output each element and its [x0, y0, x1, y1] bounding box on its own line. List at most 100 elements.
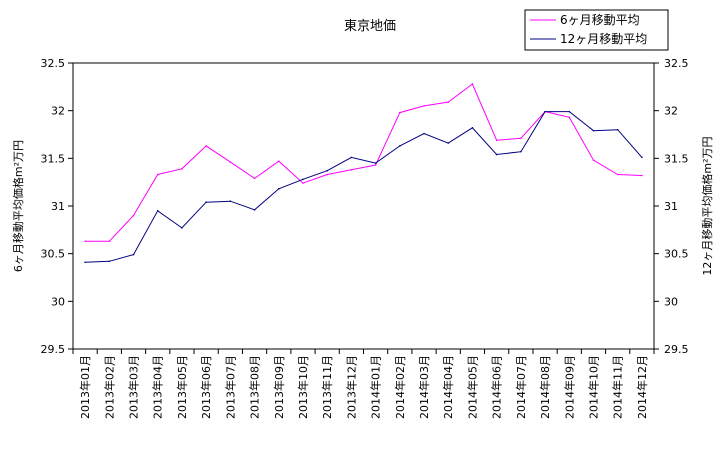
data-point-series-0: [253, 177, 256, 180]
chart-title: 東京地価: [344, 18, 396, 34]
y-axis-right-title: 12ヶ月移動平均価格m²万円: [700, 136, 714, 275]
series-lines: [84, 83, 643, 264]
data-point-series-1: [277, 188, 280, 190]
data-point-series-0: [205, 145, 207, 147]
x-tick-label: 2013年10月: [296, 355, 310, 419]
y-tick-label-left: 29.5: [41, 343, 66, 356]
data-point-series-0: [592, 159, 595, 162]
data-point-series-1: [520, 150, 522, 153]
data-point-series-1: [374, 162, 377, 164]
y-tick-label-right: 29.5: [664, 343, 689, 356]
data-point-series-0: [326, 173, 328, 176]
data-point-series-1: [447, 142, 450, 144]
x-tick-label: 2014年05月: [465, 355, 479, 419]
data-point-series-1: [350, 156, 353, 159]
data-point-series-0: [108, 240, 111, 243]
data-point-series-1: [108, 260, 111, 263]
legend-box: [524, 9, 669, 51]
data-point-series-1: [84, 261, 86, 264]
y-tick-label-right: 32: [664, 105, 678, 118]
series-line-0: [85, 83, 642, 242]
data-point-series-1: [302, 178, 304, 181]
data-point-series-1: [205, 201, 207, 203]
x-tick-label: 2014年03月: [417, 355, 431, 419]
y-tick-label-right: 30.5: [664, 248, 689, 261]
x-tick-label: 2014年02月: [393, 355, 407, 419]
data-point-series-1: [229, 200, 232, 203]
plot-area: [72, 62, 655, 350]
data-point-series-1: [181, 227, 183, 229]
data-point-series-0: [374, 164, 377, 166]
data-point-series-0: [616, 173, 619, 176]
data-point-series-1: [156, 209, 159, 212]
data-point-series-1: [399, 145, 401, 147]
x-tick-label: 2014年08月: [538, 355, 552, 419]
data-point-series-1: [641, 156, 643, 159]
x-tick-label: 2013年04月: [151, 355, 165, 419]
data-point-series-1: [592, 129, 595, 132]
x-tick-label: 2013年07月: [223, 355, 237, 419]
data-point-series-0: [132, 214, 135, 217]
legend-label-12-month: 12ヶ月移動平均: [560, 32, 647, 46]
data-point-series-1: [326, 169, 328, 172]
x-tick-label: 2014年01月: [369, 355, 383, 419]
x-tick-label: 2014年04月: [441, 355, 455, 419]
data-point-series-1: [423, 132, 425, 135]
y-tick-label-left: 32: [51, 105, 65, 118]
x-axis: 2013年01月 2013年02月 2013年03月 2013年04月 2013年05月…: [72, 349, 655, 419]
data-point-series-1: [568, 110, 571, 113]
data-point-series-1: [495, 153, 498, 156]
data-point-series-0: [520, 137, 522, 140]
x-tick-label: 2014年11月: [611, 355, 625, 419]
x-tick-label: 2014年12月: [635, 355, 649, 419]
data-point-series-1: [616, 128, 619, 131]
y-tick-label-right: 31.5: [664, 152, 689, 165]
x-tick-label: 2013年03月: [127, 355, 141, 419]
data-point-series-0: [302, 182, 304, 184]
data-point-series-0: [641, 174, 643, 177]
y-tick-label-right: 30: [664, 295, 678, 308]
series-line-1: [85, 111, 643, 263]
y-axis-right: 29.5 30 30.5 31 31.5 32 32.5: [654, 57, 689, 356]
data-point-series-0: [447, 101, 450, 103]
data-point-series-0: [277, 160, 280, 162]
x-tick-label: 2013年09月: [272, 355, 286, 419]
x-tick-label: 2014年07月: [514, 355, 528, 419]
data-point-series-1: [132, 253, 135, 256]
y-axis-left-title: 6ヶ月移動平均価格m²万円: [11, 140, 25, 272]
data-point-series-0: [156, 173, 159, 176]
data-point-series-0: [350, 168, 353, 171]
x-tick-label: 2014年06月: [490, 355, 504, 419]
y-tick-label-left: 30: [51, 295, 65, 308]
data-point-series-0: [495, 139, 498, 142]
data-point-series-0: [568, 116, 571, 119]
y-tick-label-right: 31: [664, 200, 678, 213]
x-tick-label: 2013年02月: [102, 355, 116, 419]
data-point-series-0: [181, 168, 183, 170]
x-tick-label: 2013年12月: [344, 355, 358, 419]
x-tick-label: 2013年06月: [199, 355, 213, 419]
data-point-series-0: [423, 105, 425, 107]
x-tick-label: 2013年08月: [248, 355, 262, 419]
data-point-series-1: [544, 110, 546, 113]
legend-label-6-month: 6ヶ月移動平均: [560, 13, 640, 27]
data-point-series-0: [471, 83, 474, 85]
y-tick-label-left: 31.5: [41, 152, 66, 165]
y-tick-label-left: 32.5: [41, 57, 66, 70]
data-point-series-0: [399, 111, 401, 114]
y-tick-label-right: 32.5: [664, 57, 689, 70]
y-tick-label-left: 30.5: [41, 248, 66, 261]
x-tick-label: 2013年01月: [78, 355, 92, 419]
y-tick-label-left: 31: [51, 200, 65, 213]
x-tick-label: 2013年11月: [320, 355, 334, 419]
data-point-series-1: [253, 209, 256, 211]
data-point-series-0: [229, 161, 232, 163]
x-tick-label: 2013年05月: [175, 355, 189, 419]
x-tick-label: 2014年10月: [586, 355, 600, 419]
x-tick-label: 2014年09月: [562, 355, 576, 419]
data-point-series-0: [84, 240, 86, 243]
legend: 6ヶ月移動平均 12ヶ月移動平均: [524, 9, 669, 51]
data-point-series-1: [471, 127, 474, 129]
